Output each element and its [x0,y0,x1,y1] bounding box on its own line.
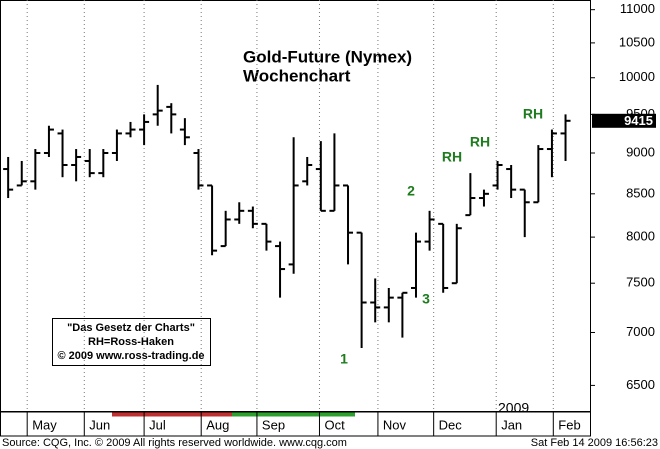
y-tick-label: 10000 [619,69,655,84]
note-line: RH=Ross-Haken [88,336,174,348]
y-tick-label: 7500 [626,275,655,290]
band-green [232,412,355,417]
note-box [52,318,211,366]
note-line: © 2009 www.ross-trading.de [57,350,204,362]
last-price-label: 9415 [624,113,653,128]
y-tick-label: 11000 [620,1,655,16]
note-line: "Das Gesetz der Charts" [67,322,195,334]
y-tick-label: 6500 [626,377,655,392]
x-tick-label: Jul [149,417,166,432]
annotation: 3 [422,291,430,307]
x-tick-label: Feb [558,417,580,432]
source: Source: CQG, Inc. © 2009 All rights rese… [2,437,347,449]
x-tick-label: Nov [383,417,407,432]
x-tick-label: May [32,417,57,432]
annotation: RH [523,106,543,122]
year-label: 2009 [498,400,529,416]
y-tick-label: 9000 [626,144,655,159]
y-tick-label: 10500 [619,34,655,49]
chart-subtitle: Wochenchart [243,66,351,85]
y-tick-label: 7000 [626,324,655,339]
last-price-box [592,113,656,128]
band-red [112,412,232,417]
x-tick-label: Oct [324,417,345,432]
x-tick-label: Jan [501,417,522,432]
x-tick-label: Sep [262,417,285,432]
y-tick-label: 8500 [626,185,655,200]
annotation: 2 [407,183,415,199]
x-tick-label: Jun [89,417,110,432]
x-tick-label: Dec [439,417,463,432]
annotation: 1 [340,351,348,367]
annotation: RH [470,134,490,150]
y-tick-label: 8000 [626,229,655,244]
timestamp: Sat Feb 14 2009 16:56:23 [531,437,658,449]
x-tick-label: Aug [206,417,229,432]
annotation: RH [442,149,462,165]
chart-title: Gold-Future (Nymex) [243,47,412,66]
